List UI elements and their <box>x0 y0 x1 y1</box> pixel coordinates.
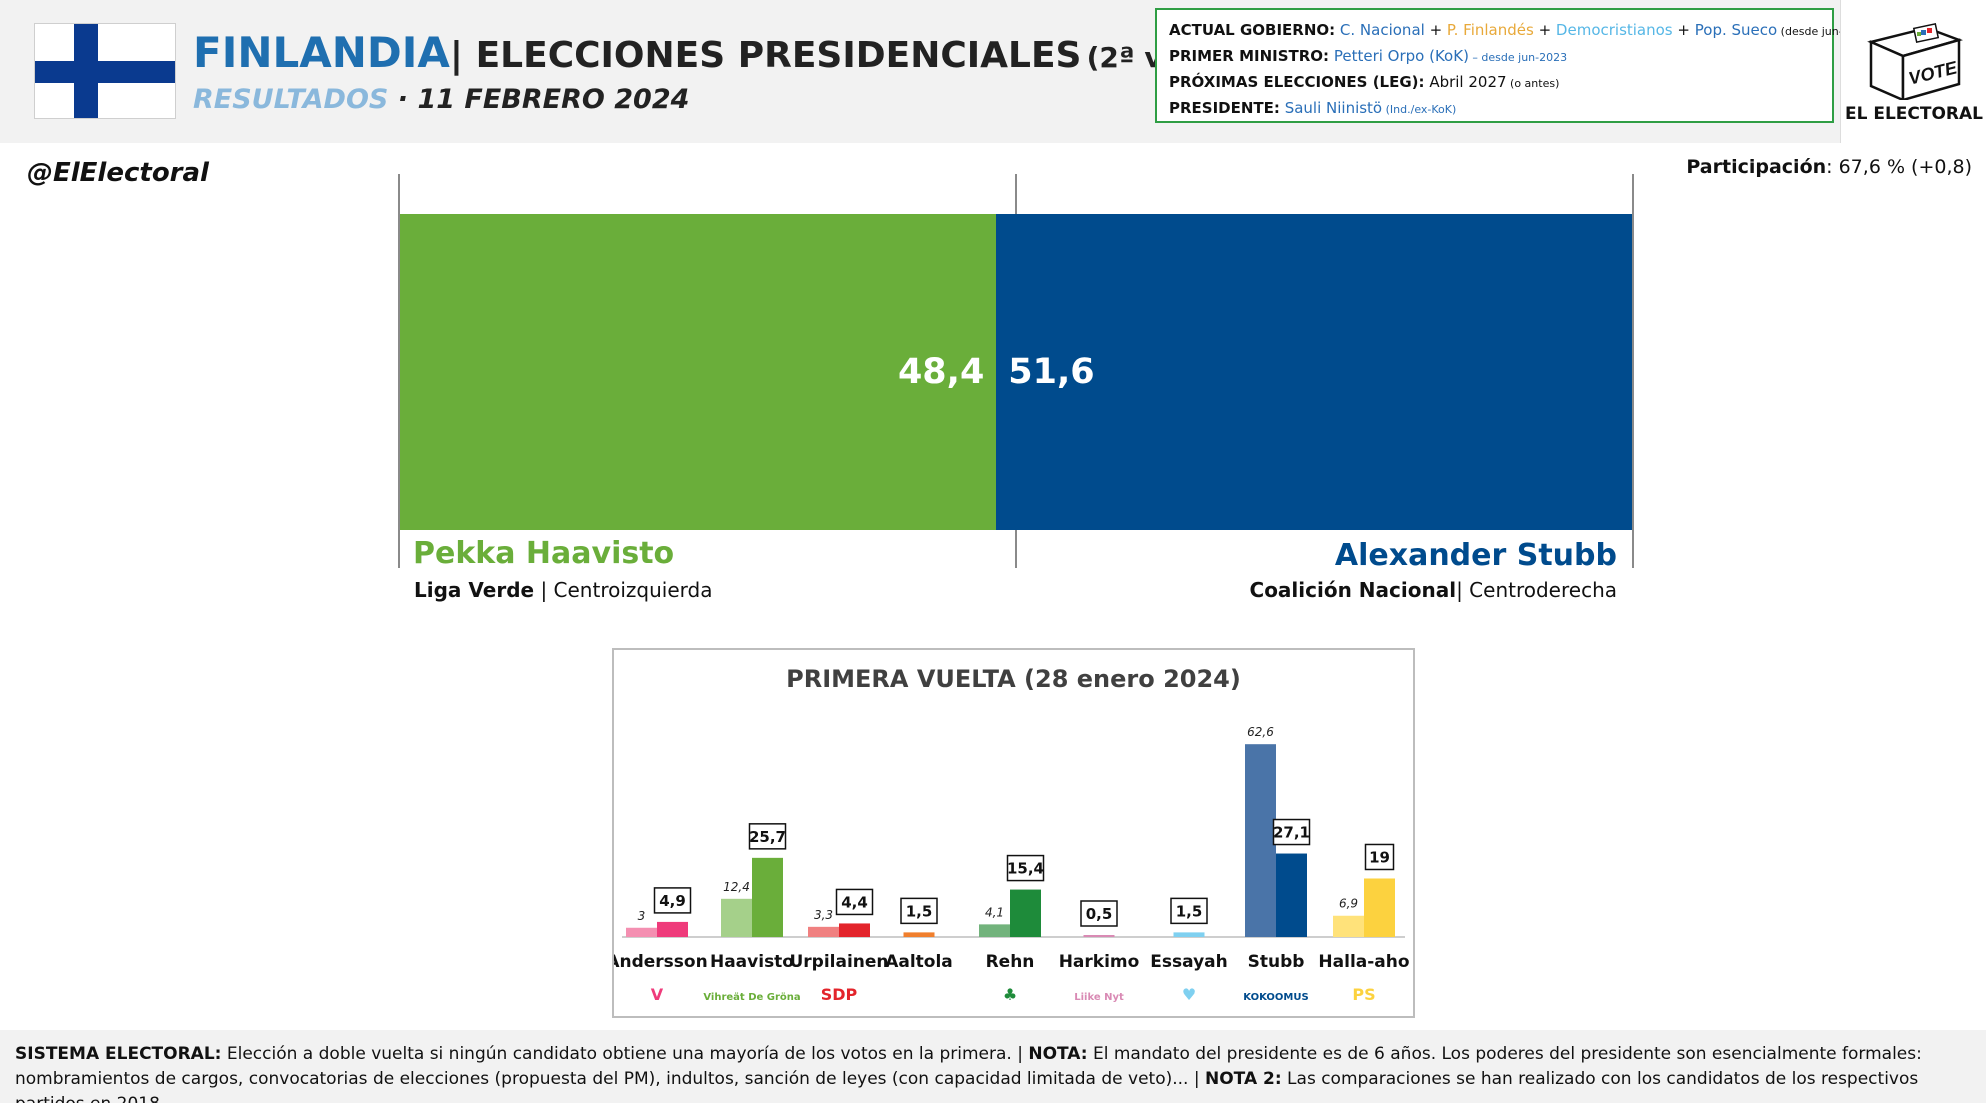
el-electoral-logo: VOTE EL ELECTORAL <box>1840 0 1986 143</box>
bar-2024-aaltola <box>903 932 935 937</box>
data-label-2018-rehn: 4,1 <box>985 905 1004 919</box>
bar-2024-stubb <box>1276 853 1307 937</box>
party-logo-andersson: V <box>651 985 664 1004</box>
tick-label-essayah: Essayah <box>1150 952 1227 972</box>
finland-flag-icon <box>34 23 176 119</box>
prime-minister-row: PRIMER MINISTRO: Petteri Orpo (KoK) – de… <box>1169 47 1568 65</box>
bar-2024-halla-aho <box>1364 878 1395 937</box>
bar-haavisto <box>400 214 997 530</box>
data-label-2018-haavisto: 12,4 <box>723 880 750 894</box>
tick-label-haavisto: Haavisto <box>710 952 794 972</box>
tick-label-aaltola: Aaltola <box>885 952 953 972</box>
government-infobox: ACTUAL GOBIERNO: C. Nacional + P. Finlan… <box>1155 8 1875 123</box>
data-label-2018-andersson: 3 <box>638 909 646 923</box>
tick-label-halla-aho: Halla-aho <box>1318 952 1409 972</box>
party-logo-harkimo: Liike Nyt <box>1074 992 1124 1003</box>
bar-2024-andersson <box>657 921 688 937</box>
bar-2024-urpilainen <box>839 923 870 937</box>
data-label-2024-stubb: 27,1 <box>1273 824 1310 842</box>
election-date: · 11 FEBRERO 2024 <box>397 84 690 115</box>
left-axis-line <box>398 174 400 568</box>
bar-2024-essayah <box>1173 932 1205 937</box>
right-axis-line <box>1632 174 1634 568</box>
tick-label-rehn: Rehn <box>986 952 1035 972</box>
candidate-name-stubb: Alexander Stubb <box>1334 538 1617 573</box>
data-label-2024-andersson: 4,9 <box>659 892 686 910</box>
data-label-2024-harkimo: 0,5 <box>1086 905 1113 923</box>
party-logo-stubb: KOKOOMUS <box>1243 992 1308 1003</box>
party-logo-urpilainen: SDP <box>821 985 858 1004</box>
results-label: RESULTADOS <box>193 84 389 115</box>
data-label-2018-halla-aho: 6,9 <box>1339 897 1358 911</box>
bar-2018-haavisto <box>721 898 752 937</box>
data-label-2018-stubb: 62,6 <box>1247 725 1274 739</box>
data-label-box-essayah <box>1170 897 1208 925</box>
data-label-2018-urpilainen: 3,3 <box>814 908 833 922</box>
candidate-party-stubb: Coalición Nacional| Centroderecha <box>1249 578 1617 602</box>
data-label-2024-haavisto: 25,7 <box>749 828 786 846</box>
data-label-stubb: 51,6 <box>1008 352 1095 392</box>
bar-2018-rehn <box>979 924 1010 937</box>
data-label-box-rehn <box>1006 854 1045 882</box>
data-label-2024-aaltola: 1,5 <box>906 902 933 920</box>
bar-2018-urpilainen <box>808 926 839 937</box>
data-label-box-haavisto <box>748 823 787 850</box>
data-label-2024-urpilainen: 4,4 <box>841 893 868 911</box>
data-label-box-halla-aho <box>1364 843 1395 871</box>
tick-label-harkimo: Harkimo <box>1059 952 1140 972</box>
president-row: PRESIDENTE: Sauli Niinistö (Ind./ex-KoK) <box>1169 99 1457 117</box>
data-label-box-harkimo <box>1080 900 1118 927</box>
candidate-name-haavisto: Pekka Haavisto <box>413 536 675 571</box>
data-label-haavisto: 48,4 <box>897 352 985 392</box>
party-logo-essayah: ♥ <box>1182 985 1196 1004</box>
bar-2024-rehn <box>1010 889 1041 937</box>
bar-2018-stubb <box>1245 744 1276 937</box>
data-label-box-andersson <box>653 887 692 914</box>
bar-2024-haavisto <box>752 857 783 937</box>
candidate-party-haavisto: Liga Verde | Centroizquierda <box>414 578 713 602</box>
government-row: ACTUAL GOBIERNO: C. Nacional + P. Finlan… <box>1169 21 1875 39</box>
next-election-row: PRÓXIMAS ELECCIONES (LEG): Abril 2027 (o… <box>1169 73 1560 91</box>
header: FINLANDIA| ELECCIONES PRESIDENCIALES (2ª… <box>0 0 1986 143</box>
page-title: FINLANDIA| ELECCIONES PRESIDENCIALES (2ª… <box>193 28 1256 77</box>
first-round-title: PRIMERA VUELTA (28 enero 2024) <box>786 665 1241 693</box>
footer-notes: SISTEMA ELECTORAL: Elección a doble vuel… <box>0 1030 1986 1103</box>
tick-label-andersson: Andersson <box>614 952 708 972</box>
data-label-2024-halla-aho: 19 <box>1369 848 1390 866</box>
first-round-panel: PRIMERA VUELTA (28 enero 2024) 3 4,9 Ander… <box>612 648 1415 1018</box>
first-round-chart: 3 4,9 Andersson V 12,4 25,7 Haavisto Vihreät De… <box>614 725 1410 1004</box>
country-name: FINLANDIA <box>193 28 450 77</box>
data-label-box-stubb <box>1272 818 1311 846</box>
data-label-2024-rehn: 15,4 <box>1007 860 1044 878</box>
page-subtitle: RESULTADOS · 11 FEBRERO 2024 <box>193 84 689 115</box>
data-label-2024-essayah: 1,5 <box>1176 902 1203 920</box>
data-label-box-urpilainen <box>835 888 874 916</box>
bar-2024-harkimo <box>1083 935 1115 937</box>
data-label-box-aaltola <box>900 897 938 925</box>
party-logo-halla-aho: PS <box>1352 985 1375 1004</box>
bar-2018-andersson <box>626 927 657 937</box>
bar-stubb <box>996 214 1632 530</box>
tick-label-urpilainen: Urpilainen <box>789 952 888 972</box>
election-title: | ELECCIONES PRESIDENCIALES <box>449 35 1082 76</box>
bar-2018-halla-aho <box>1333 915 1364 937</box>
party-logo-rehn: ♣ <box>1003 985 1017 1004</box>
tick-label-stubb: Stubb <box>1248 952 1305 972</box>
party-logo-haavisto: Vihreät De Gröna <box>703 992 800 1003</box>
brand-name: EL ELECTORAL <box>1844 104 1984 124</box>
ballot-box-icon: VOTE <box>1867 22 1963 102</box>
twitter-handle: @ElElectoral <box>27 158 209 188</box>
participation: Participación: 67,6 % (+0,8) <box>1686 156 1972 178</box>
